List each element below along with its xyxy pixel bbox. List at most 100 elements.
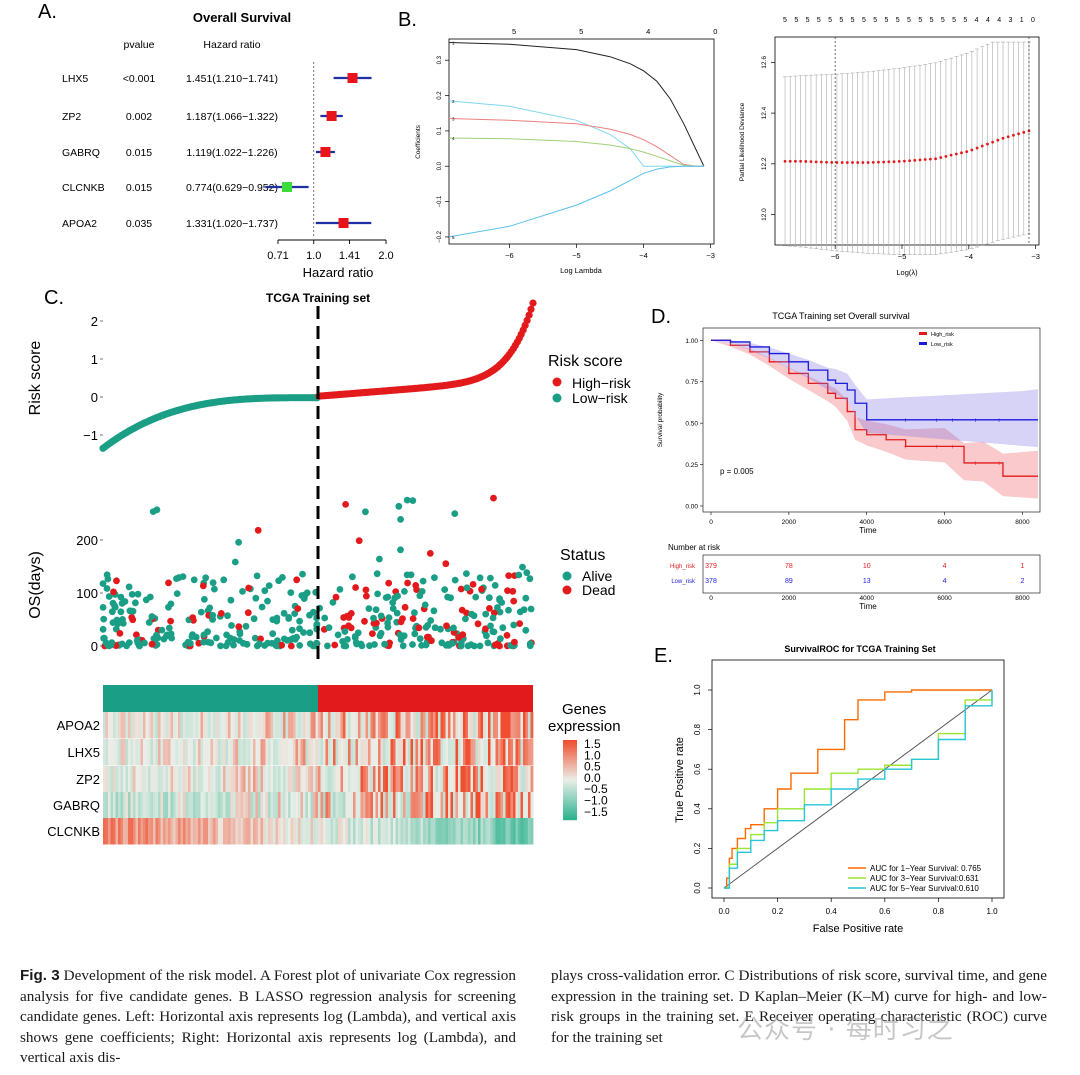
heatmap-cell — [250, 739, 254, 766]
heatmap-cell — [173, 766, 176, 793]
heatmap-cell — [345, 712, 349, 739]
km-risk-xtick-label: 0 — [709, 595, 713, 602]
km-ytick-label: 0.50 — [685, 421, 698, 428]
heatmap-cell — [140, 712, 144, 739]
heatmap-cell — [213, 818, 216, 845]
heatmap-cell — [278, 792, 281, 819]
heatmap-cell — [145, 792, 149, 819]
expr-legend-tick: −0.5 — [584, 782, 608, 796]
heatmap-cell — [140, 818, 144, 845]
heatmap-cell — [475, 739, 479, 766]
status-legend-title: Status — [560, 547, 605, 564]
expr-legend-swatch — [563, 778, 577, 781]
heatmap-cell — [238, 766, 241, 793]
forest-tick-label: 1.0 — [306, 250, 321, 262]
roc-ytick-label: 0.6 — [693, 763, 702, 775]
lasso-coef-xtick-label: −5 — [572, 251, 581, 260]
forest-hr-text: 1.187(1.066−1.322) — [186, 111, 278, 123]
heatmap-cell — [105, 792, 109, 819]
os-point — [522, 626, 530, 634]
os-point — [299, 570, 306, 578]
os-point — [100, 615, 108, 623]
panel-d-km: D. TCGA Training set Overall survival + +… — [651, 306, 1041, 611]
heatmap-cell — [445, 818, 449, 845]
os-point — [457, 639, 465, 647]
os-point — [355, 537, 363, 545]
heatmap-cell — [268, 818, 271, 845]
heatmap-cell — [493, 818, 496, 845]
heatmap-cell — [268, 739, 271, 766]
heatmap-cell — [270, 739, 274, 766]
risk-ytick-label: −1 — [83, 428, 98, 443]
risk-legend: Risk score High−risk Low−risk — [548, 353, 632, 406]
km-censor-mark: + — [950, 444, 954, 451]
heatmap-cell — [190, 792, 194, 819]
legend-high-risk-label: High−risk — [572, 375, 632, 391]
legend-dead-label: Dead — [582, 582, 615, 598]
lasso-coef-ytick-label: −0.2 — [437, 230, 443, 243]
heatmap-cell — [455, 712, 459, 739]
heatmap-cell — [330, 766, 334, 793]
heatmap-cell — [300, 712, 304, 739]
panel-d-label: D. — [651, 306, 671, 328]
cv-point — [845, 161, 849, 164]
os-point — [482, 610, 490, 618]
os-point — [522, 594, 530, 602]
os-point — [393, 609, 401, 617]
heatmap-cell — [500, 712, 504, 739]
heatmap-cell — [130, 739, 134, 766]
heatmap-cell — [463, 818, 466, 845]
heatmap-cell — [485, 766, 489, 793]
os-point — [339, 638, 346, 645]
heatmap-cell — [383, 739, 386, 766]
heatmap-cell — [465, 739, 469, 766]
heatmap-cell — [355, 739, 359, 766]
risk-score-point — [527, 305, 535, 313]
heatmap-cell — [178, 818, 181, 845]
heatmap-cell — [275, 712, 279, 739]
heatmap-cell — [510, 818, 514, 845]
roc-xtick-label: 0.4 — [826, 907, 838, 916]
cv-toptick-label: 5 — [839, 17, 843, 24]
cv-point — [949, 153, 953, 157]
heatmap-cell — [323, 712, 326, 739]
os-point — [499, 624, 507, 632]
heatmap-cell — [103, 766, 106, 793]
heatmap-cell — [525, 739, 529, 766]
heatmap-cell — [440, 792, 444, 819]
heatmap-cell — [393, 766, 396, 793]
heatmap-cell — [378, 766, 381, 793]
km-legend-low: Low_risk — [931, 342, 953, 348]
expr-legend-swatch — [563, 776, 577, 779]
heatmap-cell — [235, 766, 239, 793]
heatmap-cell — [330, 712, 334, 739]
heatmap-cell — [133, 792, 136, 819]
heatmap-cell — [365, 792, 369, 819]
risk-score-point — [529, 299, 537, 307]
expr-legend-swatch — [563, 744, 577, 747]
heatmap-cell — [393, 792, 396, 819]
heatmap-cell — [370, 792, 374, 819]
heatmap-cell — [223, 766, 226, 793]
heatmap-cell — [120, 739, 124, 766]
heatmap-cell — [475, 766, 479, 793]
heatmap-cell — [213, 766, 216, 793]
heatmap-cell — [218, 818, 221, 845]
forest-col-hr: Hazard ratio — [203, 39, 260, 51]
heatmap-cell — [365, 818, 369, 845]
heatmap-cell — [343, 712, 346, 739]
heatmap-cell — [198, 712, 201, 739]
km-risk-count: 379 — [705, 563, 717, 570]
heatmap-cell — [513, 792, 516, 819]
heatmap-cell — [448, 792, 451, 819]
heatmap-cell — [175, 766, 179, 793]
km-plot: + + + + + + + + + +0 2000 4000 6000 8000 0.00 0.25 0.50 0… — [685, 327, 1041, 526]
heatmap-cell — [253, 766, 256, 793]
heatmap-cell — [528, 792, 531, 819]
heatmap-cell — [505, 792, 509, 819]
heatmap-group-low — [103, 685, 318, 712]
os-point — [362, 508, 369, 516]
km-xtick-label: 0 — [709, 519, 713, 526]
heatmap-cell — [348, 818, 351, 845]
os-point — [421, 601, 429, 609]
